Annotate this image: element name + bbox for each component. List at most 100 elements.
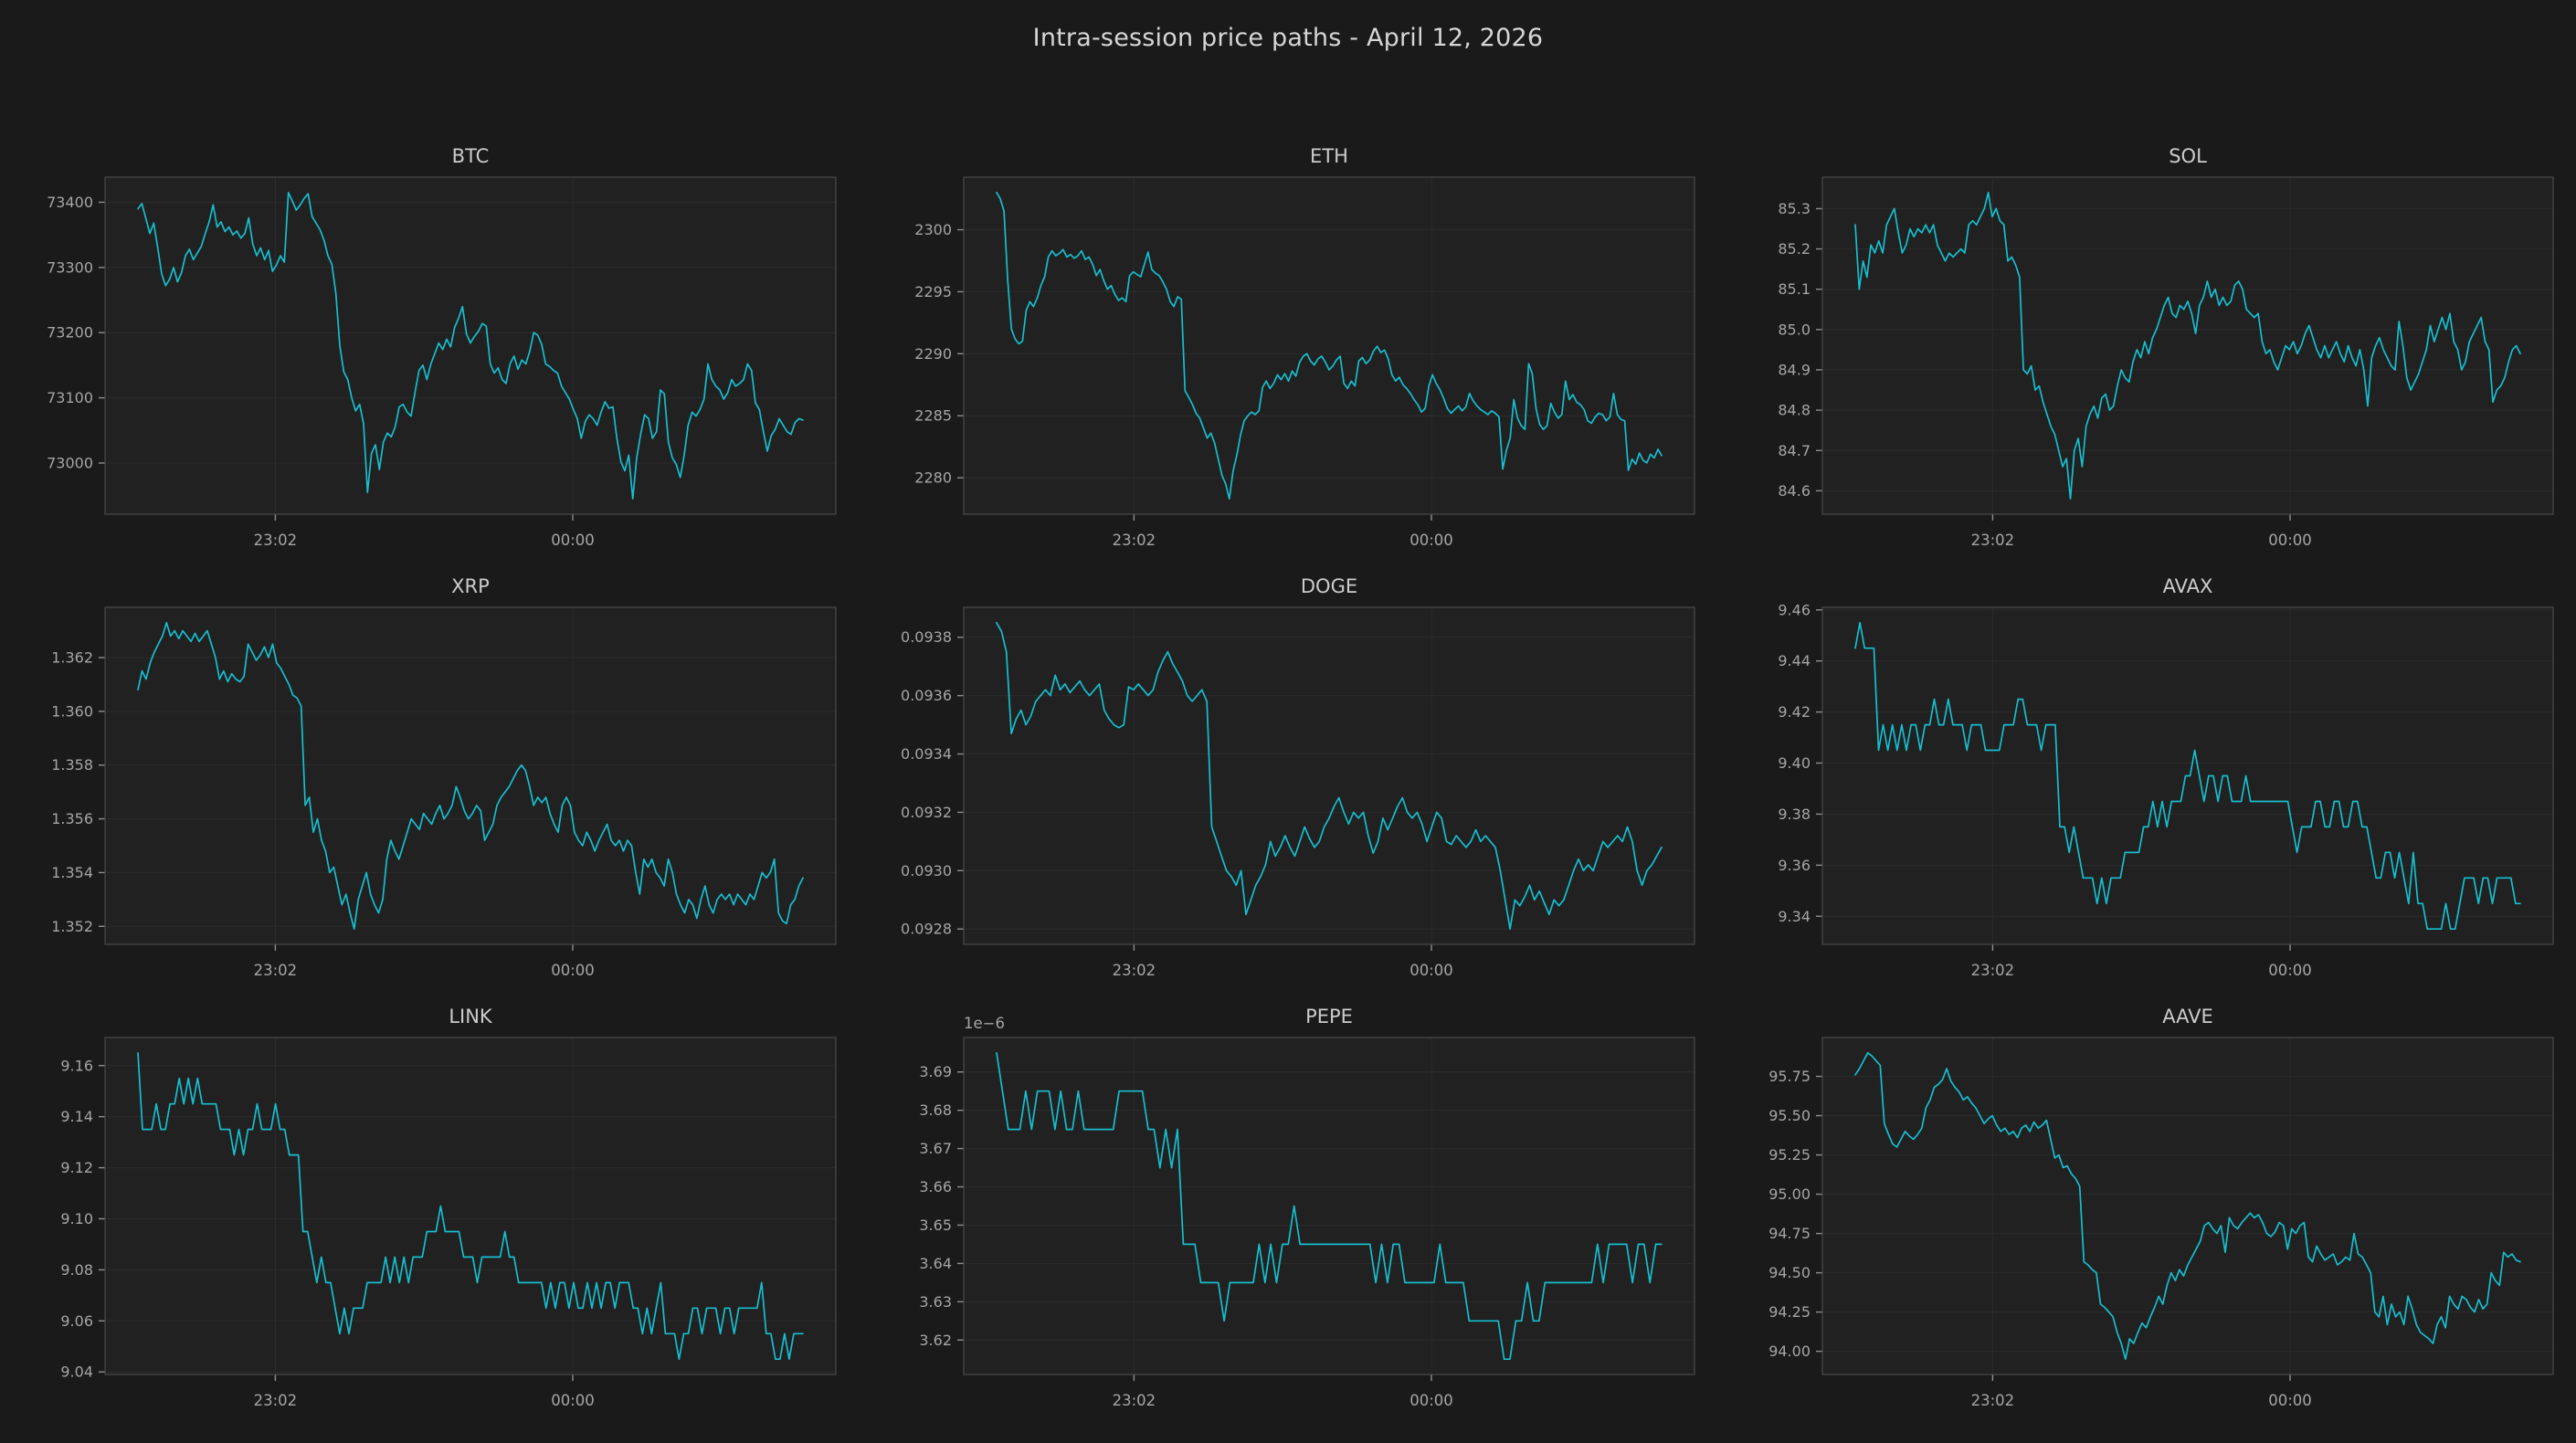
y-tick-label: 73000 (47, 454, 93, 471)
y-tick-label: 1.358 (51, 756, 93, 774)
price-chart-doge: 23:02 00:00 0.0928 0.0930 0.0932 0.0934 0.0936… (901, 575, 1695, 979)
y-tick-label: 85.2 (1778, 240, 1811, 258)
chart-cell-eth: 23:02 00:00 2280 2285 2290 2295 2300 ETH (859, 135, 1717, 565)
chart-title: AAVE (2162, 1006, 2213, 1027)
y-tick-label: 3.68 (919, 1101, 952, 1119)
plot-area (964, 607, 1694, 944)
chart-cell-link: 23:02 00:00 9.04 9.06 9.08 9.10 9.12 9.14 9.16 LI… (0, 995, 859, 1426)
chart-title: ETH (1310, 145, 1348, 167)
price-chart-xrp: 23:02 00:00 1.352 1.354 1.356 1.358 1.360 1.362… (51, 575, 837, 979)
price-line (996, 621, 1663, 931)
y-tick-label: 94.50 (1768, 1264, 1811, 1281)
y-tick-label: 84.6 (1778, 482, 1811, 500)
chart-cell-btc: 23:02 00:00 73000 73100 73200 73300 73400 BTC (0, 135, 859, 565)
x-tick-label: 00:00 (551, 1392, 595, 1409)
x-tick-label: 23:02 (1971, 962, 2015, 979)
y-tick-label: 85.1 (1778, 280, 1811, 298)
y-tick-label: 3.67 (919, 1140, 952, 1157)
y-tick-label: 3.62 (919, 1332, 952, 1349)
price-line (1854, 1051, 2521, 1361)
y-tick-label: 9.04 (60, 1364, 93, 1381)
y-tick-label: 94.75 (1768, 1225, 1811, 1242)
x-tick-label: 23:02 (1971, 532, 2015, 549)
price-chart-aave: 23:02 00:00 94.00 94.25 94.50 94.75 95.00 95.25… (1768, 1006, 2554, 1409)
x-tick-label: 23:02 (254, 962, 298, 979)
axes-border (104, 176, 837, 515)
y-tick-label: 2300 (914, 221, 952, 238)
plot-area (1822, 1037, 2553, 1375)
y-tick-label: 84.8 (1778, 402, 1811, 419)
y-tick-label: 94.00 (1768, 1343, 1811, 1360)
y-tick-label: 3.69 (919, 1063, 952, 1080)
y-tick-label: 1.360 (51, 702, 93, 720)
plot-area (1822, 177, 2553, 514)
y-tick-label: 9.42 (1778, 703, 1811, 721)
y-tick-label: 9.10 (60, 1210, 93, 1227)
chart-title: LINK (449, 1006, 493, 1027)
axes-border (1821, 1037, 2554, 1375)
y-tick-label: 0.0936 (901, 687, 952, 704)
y-tick-label: 85.0 (1778, 321, 1811, 338)
chart-cell-sol: 23:02 00:00 84.6 84.7 84.8 84.9 85.0 85.1 85.2 85… (1717, 135, 2576, 565)
chart-cell-aave: 23:02 00:00 94.00 94.25 94.50 94.75 95.00 95.25… (1717, 995, 2576, 1426)
x-tick-label: 23:02 (1113, 532, 1156, 549)
y-tick-label: 9.14 (60, 1108, 93, 1125)
y-tick-label: 84.7 (1778, 442, 1811, 459)
price-line (137, 191, 804, 500)
figure-title: Intra-session price paths - April 12, 20… (1032, 24, 1544, 52)
price-line (137, 1051, 804, 1361)
price-line (996, 191, 1663, 500)
plot-area (105, 1037, 836, 1375)
chart-cell-avax: 23:02 00:00 9.34 9.36 9.38 9.40 9.42 9.44 9.46 AV… (1717, 565, 2576, 995)
y-tick-label: 0.0928 (901, 921, 952, 938)
y-tick-label: 94.25 (1768, 1303, 1811, 1321)
price-chart-link: 23:02 00:00 9.04 9.06 9.08 9.10 9.12 9.14 9.16 LI… (60, 1006, 837, 1409)
y-tick-label: 1.362 (51, 649, 93, 667)
chart-title: DOGE (1301, 575, 1357, 597)
price-chart-avax: 23:02 00:00 9.34 9.36 9.38 9.40 9.42 9.44 9.46 AV… (1778, 575, 2554, 979)
charts-grid: 23:02 00:00 73000 73100 73200 73300 73400 BTC 23… (0, 135, 2576, 1426)
y-tick-label: 2280 (914, 469, 952, 487)
x-tick-label: 23:02 (1113, 962, 1156, 979)
chart-title: BTC (452, 145, 490, 167)
price-line (137, 621, 804, 931)
y-tick-label: 95.25 (1768, 1146, 1811, 1164)
y-tick-label: 9.46 (1778, 601, 1811, 618)
y-tick-label: 3.66 (919, 1178, 952, 1195)
x-tick-label: 00:00 (551, 532, 595, 549)
price-chart-eth: 23:02 00:00 2280 2285 2290 2295 2300 ETH (914, 145, 1695, 549)
chart-cell-xrp: 23:02 00:00 1.352 1.354 1.356 1.358 1.360 1.362… (0, 565, 859, 995)
y-tick-label: 2285 (914, 407, 952, 425)
y-tick-label: 73200 (47, 324, 93, 342)
y-tick-label: 9.36 (1778, 857, 1811, 874)
axes-border (104, 1037, 837, 1375)
x-tick-label: 00:00 (2268, 962, 2312, 979)
y-tick-label: 95.75 (1768, 1068, 1811, 1085)
price-chart-btc: 23:02 00:00 73000 73100 73200 73300 73400 BTC (47, 145, 837, 549)
x-tick-label: 00:00 (2268, 532, 2312, 549)
chart-title: XRP (451, 575, 490, 597)
y-tick-label: 9.44 (1778, 652, 1811, 669)
chart-cell-doge: 23:02 00:00 0.0928 0.0930 0.0932 0.0934 0.0936… (859, 565, 1717, 995)
plot-area (964, 177, 1694, 514)
chart-title: AVAX (2163, 575, 2213, 597)
y-tick-label: 3.65 (919, 1217, 952, 1234)
y-tick-label: 73100 (47, 389, 93, 406)
x-tick-label: 23:02 (1113, 1392, 1156, 1409)
y-tick-label: 2295 (914, 283, 952, 300)
y-tick-label: 9.38 (1778, 806, 1811, 823)
x-tick-label: 00:00 (551, 962, 595, 979)
axes-border (1821, 176, 2554, 515)
y-tick-label: 0.0930 (901, 862, 952, 879)
y-tick-label: 1.352 (51, 918, 93, 935)
y-tick-label: 3.64 (919, 1255, 952, 1272)
y-tick-label: 3.63 (919, 1293, 952, 1311)
axes-border (963, 606, 1695, 945)
plot-area (964, 1037, 1694, 1375)
x-tick-label: 23:02 (254, 1392, 298, 1409)
y-tick-label: 1.356 (51, 810, 93, 827)
price-chart-sol: 23:02 00:00 84.6 84.7 84.8 84.9 85.0 85.1 85.2 85… (1778, 145, 2554, 549)
x-tick-label: 00:00 (1409, 1392, 1453, 1409)
y-tick-label: 0.0932 (901, 804, 952, 821)
